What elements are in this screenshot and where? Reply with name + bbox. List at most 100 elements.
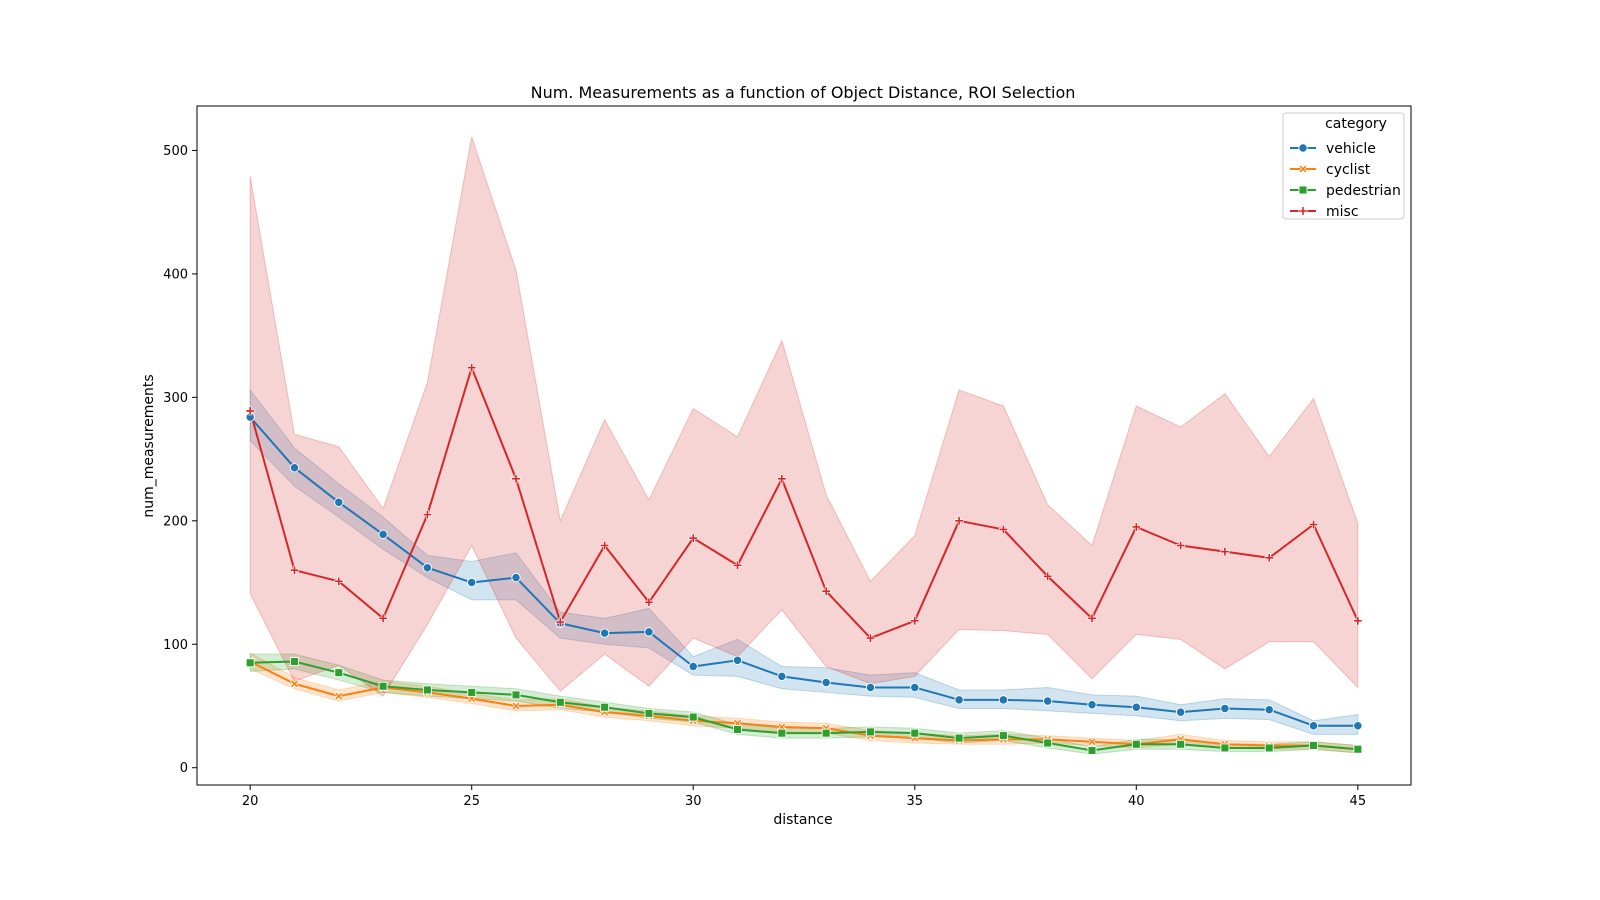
y-tick-label: 100 — [163, 638, 188, 653]
legend-marker — [1298, 185, 1308, 195]
vehicle-point — [1308, 721, 1319, 731]
misc-points — [245, 363, 1363, 643]
misc-confidence-band — [249, 136, 1359, 697]
y-tick-label: 300 — [163, 391, 188, 406]
x-tick-label: 40 — [1128, 794, 1145, 809]
vehicle-line — [249, 416, 1358, 727]
legend: category vehicle cyclist pedestrian misc — [1282, 112, 1405, 220]
legend-box — [1282, 112, 1405, 220]
vehicle-point — [1043, 696, 1053, 706]
vehicle-point — [1175, 707, 1186, 717]
vehicle-point — [998, 695, 1009, 705]
legend-marker — [1298, 206, 1308, 216]
vehicle-point — [1220, 703, 1230, 714]
pedestrian-point — [1220, 743, 1230, 753]
legend-label: cyclist — [1326, 162, 1371, 178]
misc-point — [910, 616, 920, 626]
vehicle-confidence-band — [249, 388, 1359, 735]
misc-point — [1087, 613, 1097, 623]
pedestrian-point — [866, 727, 875, 737]
legend-title: category — [1325, 116, 1387, 132]
misc-point — [1131, 522, 1141, 532]
vehicle-point — [821, 677, 831, 688]
legend-items: vehicle cyclist pedestrian misc — [1290, 141, 1401, 220]
pedestrian-point — [688, 712, 698, 722]
x-tick-label: 25 — [463, 794, 480, 809]
vehicle-point — [1131, 702, 1141, 712]
y-tick-label: 0 — [180, 761, 188, 776]
misc-point — [821, 586, 831, 596]
x-axis-label: distance — [773, 812, 832, 828]
misc-point — [511, 474, 521, 484]
misc-point — [467, 363, 477, 373]
misc-point — [334, 576, 344, 586]
vehicle-point — [777, 671, 787, 682]
misc-point — [245, 406, 255, 416]
misc-point — [600, 540, 610, 550]
y-axis: 0 100 200 300 400 500 — [163, 144, 197, 776]
vehicle-point — [954, 695, 964, 705]
cyclist-point — [334, 691, 344, 701]
misc-point — [777, 474, 787, 484]
pedestrian-line — [250, 660, 1358, 752]
pedestrian-point — [910, 728, 920, 738]
pedestrian-point — [1043, 738, 1053, 748]
misc-point — [378, 613, 388, 623]
misc-point — [1264, 553, 1274, 563]
legend-label: pedestrian — [1326, 183, 1401, 199]
misc-point — [1309, 520, 1319, 530]
plot-area — [196, 105, 1412, 786]
misc-point — [688, 533, 698, 543]
misc-point — [644, 597, 654, 607]
cyclist-point — [289, 679, 299, 689]
misc-point — [1220, 547, 1230, 557]
misc-point — [1176, 540, 1186, 550]
legend-item-vehicle: vehicle — [1290, 141, 1376, 157]
pedestrian-points — [245, 657, 1363, 755]
series-lines — [249, 366, 1359, 752]
cyclist-line — [249, 660, 1358, 751]
pedestrian-point — [644, 708, 654, 718]
pedestrian-point — [954, 733, 964, 743]
legend-label: misc — [1326, 204, 1359, 220]
x-tick-label: 20 — [242, 794, 259, 809]
data-points — [245, 363, 1363, 755]
vehicle-point — [1264, 705, 1274, 715]
chart-title: Num. Measurements as a function of Objec… — [531, 83, 1076, 102]
legend-label: vehicle — [1326, 141, 1376, 157]
y-tick-label: 500 — [163, 144, 188, 159]
misc-point — [1043, 571, 1053, 581]
x-tick-label: 30 — [685, 794, 702, 809]
pedestrian-point — [422, 685, 432, 695]
vehicle-point — [910, 682, 920, 693]
pedestrian-point — [998, 731, 1008, 741]
pedestrian-point — [1264, 743, 1274, 753]
confidence-bands — [249, 136, 1359, 755]
vehicle-point — [865, 682, 876, 693]
pedestrian-point — [821, 728, 831, 738]
vehicle-point — [334, 497, 344, 507]
misc-point — [954, 516, 964, 526]
vehicle-point — [732, 655, 743, 665]
legend-item-cyclist: cyclist — [1290, 162, 1371, 178]
misc-point — [422, 510, 432, 520]
legend-marker — [1298, 143, 1308, 153]
pedestrian-point — [245, 658, 255, 668]
legend-item-misc: misc — [1290, 204, 1359, 220]
cyclist-point — [511, 701, 521, 711]
vehicle-point — [1087, 700, 1097, 710]
x-tick-label: 35 — [906, 794, 923, 809]
vehicle-point — [289, 463, 300, 473]
pedestrian-point — [1353, 744, 1363, 754]
pedestrian-point — [777, 728, 787, 738]
cyclist-point — [1087, 737, 1097, 747]
pedestrian-point — [1309, 741, 1318, 750]
pedestrian-point — [334, 668, 344, 678]
legend-marker — [1298, 164, 1308, 174]
misc-point — [998, 524, 1008, 534]
legend-item-pedestrian: pedestrian — [1290, 183, 1401, 199]
misc-point — [555, 617, 565, 627]
misc-line — [249, 366, 1359, 640]
vehicle-point — [688, 661, 698, 672]
